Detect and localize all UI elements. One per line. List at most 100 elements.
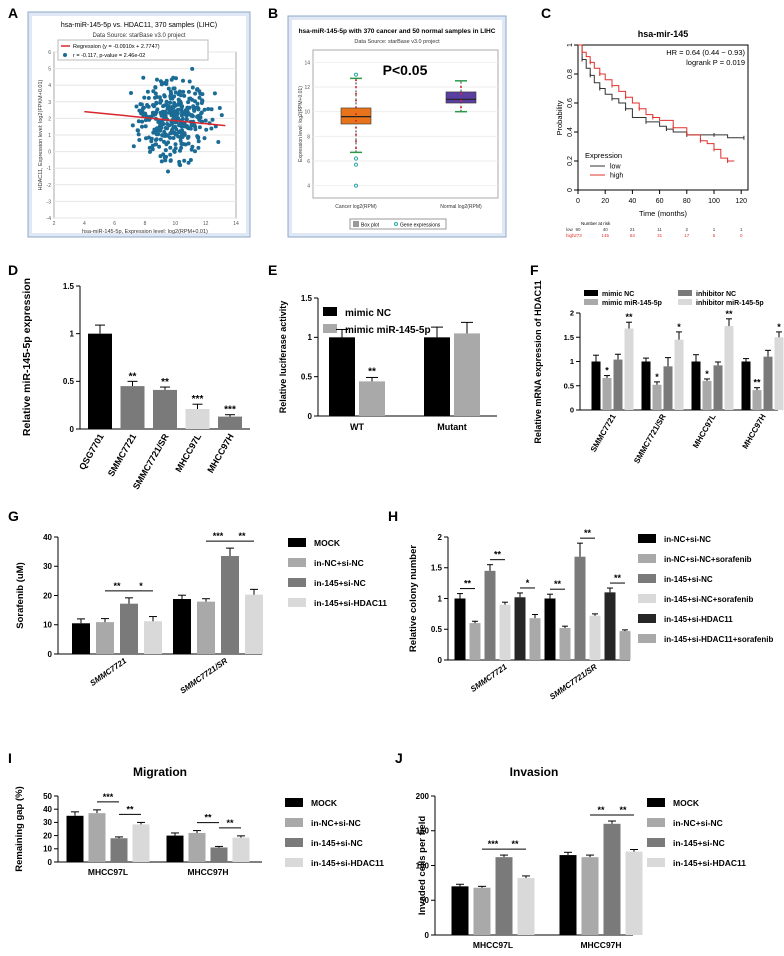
bar (559, 855, 577, 935)
x-category-label: SMMC7721/SR (178, 656, 229, 695)
bar (559, 628, 571, 660)
data-point (159, 113, 164, 118)
data-point (190, 66, 195, 71)
bar (153, 389, 177, 429)
x-category-label: SMMC7721 (88, 656, 128, 688)
data-point (148, 149, 152, 154)
y-axis-label: Probability (555, 100, 564, 135)
risk-value: 0 (740, 233, 743, 238)
legend-swatch (288, 578, 306, 587)
data-point (217, 106, 222, 110)
data-point (196, 139, 201, 144)
legend-label: in-145+si-NC+sorafenib (664, 595, 753, 604)
data-point (139, 102, 144, 107)
panel-label-d: D (8, 262, 18, 278)
significance-marker: ** (584, 528, 592, 538)
data-point (154, 132, 159, 137)
bar (691, 361, 701, 410)
bar (473, 887, 491, 935)
data-point (159, 159, 164, 164)
bar (591, 361, 601, 410)
survival-curve-high (578, 44, 735, 162)
data-point (149, 139, 154, 144)
data-point (166, 140, 171, 145)
y-tick-label: 0.5 (63, 377, 75, 386)
panel-label-c: C (541, 5, 551, 21)
legend-stat-label: r = -0.117, p-value = 2.46e-02 (73, 53, 145, 59)
x-category-label: WT (350, 422, 364, 432)
data-point (190, 85, 195, 90)
significance-marker: ** (368, 366, 376, 377)
data-point (166, 86, 171, 91)
y-tick-label: 10 (43, 845, 52, 854)
data-point (171, 75, 176, 80)
data-point (181, 123, 186, 127)
data-point (151, 112, 156, 117)
data-point (154, 101, 159, 106)
data-point (168, 158, 173, 163)
risk-value: 31 (657, 233, 663, 238)
x-axis-label: Time (months) (639, 209, 688, 218)
significance-marker: ** (226, 818, 234, 828)
bar (454, 333, 480, 416)
data-point (143, 118, 148, 123)
risk-value: 5 (713, 233, 716, 238)
data-point (181, 142, 186, 146)
data-point (131, 144, 136, 149)
x-tick-label: 60 (656, 198, 664, 205)
bar (495, 857, 513, 935)
legend-label: mimic miR-145-5p (602, 300, 662, 307)
risk-table-title: Number at risk (581, 221, 611, 226)
data-point (166, 169, 170, 174)
legend-point-symbol (63, 53, 67, 57)
data-point (190, 144, 195, 149)
data-point (173, 132, 178, 137)
significance-marker: *** (192, 394, 204, 405)
x-axis-label: hsa-miR-145-5p, Expression level: log2(R… (82, 229, 208, 235)
data-point (203, 118, 208, 123)
data-point (158, 137, 163, 142)
x-category-label: SMMC7721/SR (632, 412, 668, 465)
data-point (163, 148, 168, 153)
legend-label: in-NC+si-NC (673, 818, 723, 828)
data-point (158, 100, 163, 105)
data-point (206, 107, 211, 111)
data-point (164, 78, 169, 83)
data-point (153, 85, 158, 90)
y-tick-label: 1.5 (63, 282, 75, 291)
bar (88, 813, 106, 862)
bar (602, 377, 612, 410)
bar (603, 823, 621, 935)
bar (359, 381, 385, 416)
data-point (187, 79, 192, 84)
y-axis-label: Invaded cells per field (417, 816, 428, 915)
bar (619, 631, 631, 660)
legend-label: inhibitor NC (696, 291, 736, 298)
bar (652, 384, 662, 410)
data-point (159, 82, 164, 87)
significance-marker: ** (161, 377, 169, 388)
plot-area (312, 49, 499, 199)
risk-value: 273 (574, 233, 582, 238)
outlier-point (353, 183, 359, 188)
data-point (193, 127, 198, 132)
legend-swatch (288, 558, 306, 567)
x-tick-label: 100 (708, 198, 720, 205)
y-tick-label: 12 (304, 85, 310, 91)
y-tick-label: 14 (304, 60, 310, 66)
bar (424, 337, 450, 416)
data-point (140, 124, 144, 129)
data-point (195, 101, 200, 106)
legend-label: mimic NC (602, 291, 634, 298)
data-point (178, 138, 183, 143)
x-category-label: Normal log2(RPM) (440, 204, 482, 210)
data-point (143, 111, 148, 116)
y-tick-label: -1 (47, 166, 52, 172)
y-tick-label: 0 (567, 188, 574, 192)
gene-point (460, 86, 462, 88)
risk-value: 90 (575, 227, 581, 232)
data-point (209, 107, 214, 112)
bar (624, 328, 634, 410)
legend-label: in-145+si-HDAC11 (673, 858, 746, 868)
x-category-label: MHCC97L (88, 867, 128, 877)
